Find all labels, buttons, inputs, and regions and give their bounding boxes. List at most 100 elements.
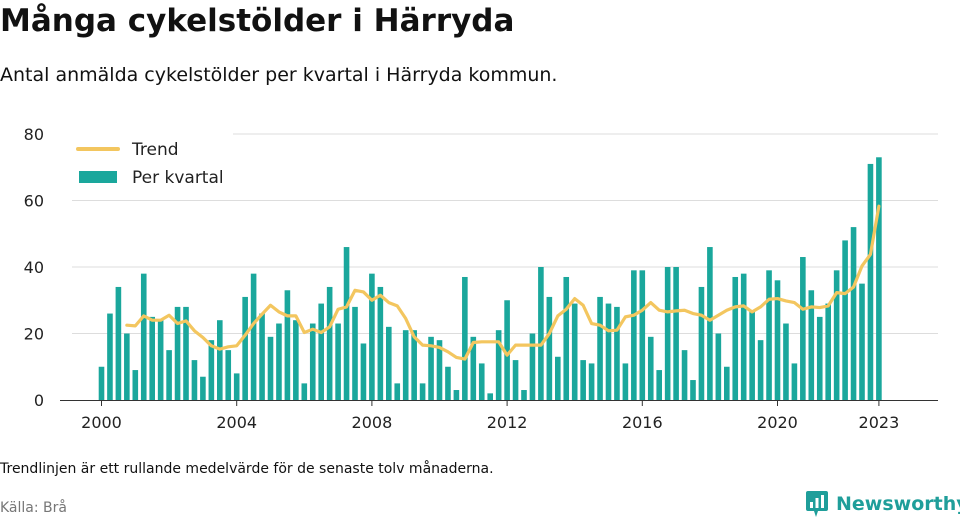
- y-tick-label: 20: [24, 325, 44, 344]
- bar: [563, 276, 570, 400]
- bar: [605, 303, 612, 400]
- bar: [462, 276, 468, 400]
- x-tick-label: 2008: [352, 413, 393, 432]
- bar: [208, 340, 215, 400]
- x-axis-ticks: 2000 2004 2008 2012 2016 2020 2023: [81, 400, 899, 432]
- bar: [428, 336, 434, 400]
- bar: [715, 333, 722, 400]
- bar: [352, 306, 358, 400]
- chart-title: Många cykelstölder i Härryda: [0, 3, 515, 39]
- bar: [766, 270, 772, 400]
- bar: [512, 360, 519, 400]
- bar: [174, 306, 181, 400]
- bar: [318, 303, 324, 400]
- bar: [326, 286, 333, 400]
- bar: [369, 273, 375, 400]
- x-tick-label: 2020: [757, 413, 798, 432]
- bar: [149, 316, 155, 401]
- bar: [732, 276, 739, 400]
- legend: Trend Per kvartal: [68, 133, 233, 193]
- bar: [538, 267, 544, 400]
- bar: [259, 313, 265, 400]
- bar: [774, 280, 781, 400]
- bar: [783, 323, 789, 400]
- footnote: Trendlinjen är ett rullande medelvärde f…: [0, 461, 494, 477]
- bar: [690, 380, 696, 400]
- bar: [859, 283, 865, 401]
- bar: [200, 376, 206, 400]
- bar: [791, 363, 798, 400]
- legend-trend-label: Trend: [131, 140, 179, 160]
- bar: [622, 363, 629, 400]
- x-tick-label: 2004: [216, 413, 257, 432]
- bar: [555, 356, 561, 400]
- bar: [402, 330, 409, 400]
- bar: [276, 323, 282, 400]
- bar: [757, 340, 764, 400]
- bar: [698, 286, 705, 400]
- bar: [309, 323, 316, 400]
- bar-series-per-kvartal: [98, 157, 882, 401]
- bar: [825, 303, 831, 400]
- bar: [436, 340, 443, 400]
- y-tick-label: 60: [24, 192, 44, 211]
- bar: [166, 350, 172, 401]
- bar: [301, 383, 308, 401]
- bar: [267, 336, 274, 400]
- bar: [191, 360, 198, 400]
- bar: [800, 257, 806, 400]
- trend-series: [125, 204, 881, 361]
- y-tick-label: 40: [24, 258, 44, 277]
- bar: [850, 227, 857, 400]
- bar: [377, 286, 384, 400]
- bar: [580, 360, 586, 400]
- bar: [250, 273, 257, 400]
- bar: [724, 366, 730, 400]
- bar: [411, 330, 417, 400]
- bar: [470, 336, 477, 400]
- bar: [707, 247, 713, 400]
- bar: [504, 300, 510, 400]
- bar: [639, 270, 646, 400]
- y-tick-label: 80: [24, 125, 44, 144]
- bar: [816, 316, 823, 401]
- chart-subtitle: Antal anmälda cykelstölder per kvartal i…: [0, 64, 558, 86]
- bar: [225, 350, 232, 401]
- bar: [115, 286, 122, 400]
- bar: [597, 296, 603, 400]
- bar: [656, 370, 662, 400]
- bar: [335, 323, 341, 400]
- x-tick-label: 2012: [487, 413, 528, 432]
- bar: [588, 363, 595, 400]
- bar: [487, 393, 493, 400]
- legend-per-kvartal-swatch: [79, 171, 117, 183]
- bar: [453, 390, 460, 400]
- bar: [157, 320, 164, 400]
- bar: [614, 306, 620, 400]
- bar: [867, 163, 874, 400]
- bar: [98, 366, 105, 400]
- bar: [876, 157, 882, 400]
- bar: [664, 267, 671, 400]
- y-tick-label: 0: [34, 391, 44, 410]
- source-label: Källa: Brå: [0, 500, 67, 516]
- bar: [546, 296, 553, 400]
- bar: [183, 306, 189, 400]
- bar: [681, 350, 688, 401]
- bar: [673, 267, 679, 400]
- bar: [631, 270, 637, 400]
- bar: [495, 330, 502, 400]
- bar: [749, 310, 755, 400]
- bar: [107, 313, 113, 400]
- bar: [478, 363, 485, 400]
- bar: [360, 343, 367, 400]
- bar: [445, 366, 451, 400]
- x-tick-label: 2023: [859, 413, 900, 432]
- bar: [242, 296, 248, 400]
- bar: [284, 290, 291, 400]
- bar: [217, 320, 223, 400]
- bar: [521, 390, 527, 400]
- bar: [571, 303, 578, 400]
- trend-line: [125, 204, 881, 361]
